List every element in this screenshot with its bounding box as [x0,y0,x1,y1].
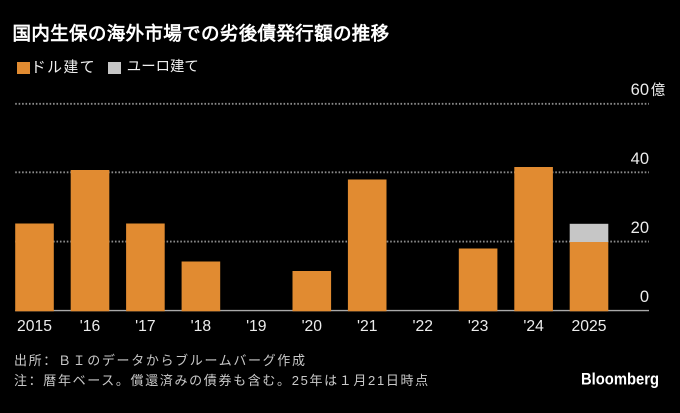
svg-text:20: 20 [631,219,649,237]
svg-text:億: 億 [651,82,666,99]
svg-text:'19: '19 [246,318,266,335]
svg-text:'23: '23 [468,318,489,335]
svg-text:'17: '17 [135,318,155,335]
svg-text:0: 0 [640,288,649,306]
svg-text:'16: '16 [80,318,101,335]
svg-text:'21: '21 [357,318,377,335]
svg-text:'18: '18 [191,318,212,335]
svg-text:Bloomberg: Bloomberg [581,370,659,389]
svg-text:'22: '22 [412,318,432,335]
svg-text:60: 60 [631,81,649,99]
svg-text:2025: 2025 [572,318,607,335]
svg-text:'20: '20 [302,318,323,335]
svg-text:2015: 2015 [17,318,52,335]
svg-text:'24: '24 [523,318,544,335]
svg-text:40: 40 [631,150,649,168]
